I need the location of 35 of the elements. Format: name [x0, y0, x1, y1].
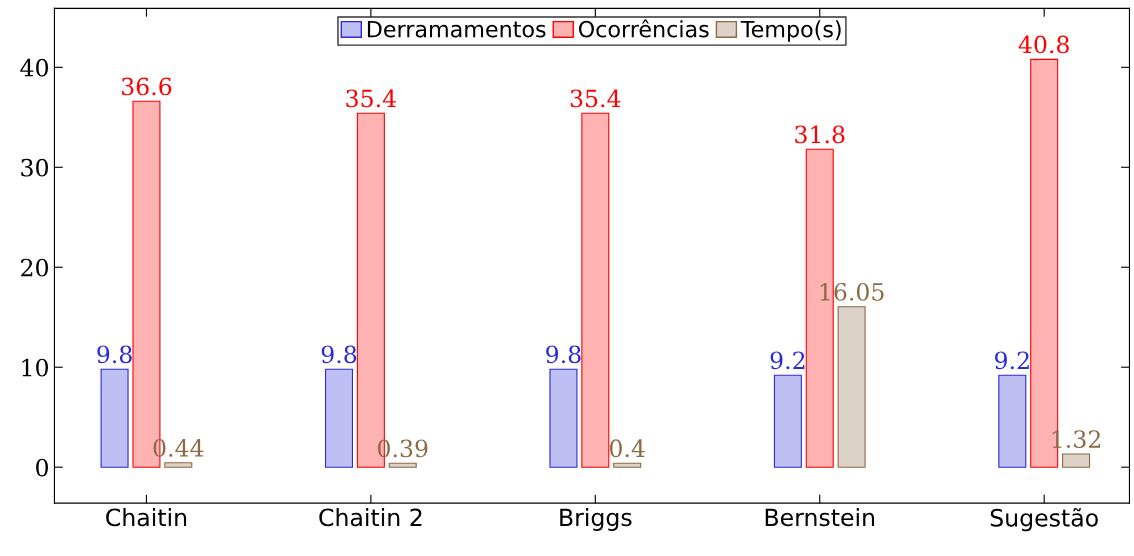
bar — [837, 306, 866, 468]
bar — [613, 462, 642, 468]
data-label: 9.2 — [770, 351, 805, 370]
bar — [388, 462, 417, 468]
data-label: 9.8 — [97, 345, 132, 364]
x-tick-label: Bernstein — [765, 508, 875, 527]
bar — [1062, 453, 1091, 468]
data-label: 36.6 — [121, 77, 172, 96]
bar — [998, 374, 1027, 468]
data-label: 0.4 — [609, 439, 645, 458]
data-label: 9.8 — [321, 345, 357, 364]
data-label: 31.8 — [795, 125, 845, 144]
legend-label: Tempo(s) — [740, 20, 841, 42]
data-label: 40.8 — [1018, 35, 1069, 54]
legend-label: Ocorrências — [578, 19, 709, 38]
data-label: 9.2 — [995, 351, 1029, 370]
y-tick-label: 40 — [20, 58, 48, 77]
x-tick-label: Briggs — [560, 508, 632, 531]
bar — [549, 368, 578, 468]
bar — [164, 462, 193, 468]
data-label: 35.4 — [570, 89, 621, 108]
data-label: 35.4 — [346, 89, 396, 108]
x-tick-label: Chaitin 2 — [319, 508, 422, 527]
x-tick-label: Sugestão — [990, 508, 1098, 532]
data-label: 9.8 — [546, 345, 581, 364]
bar — [773, 374, 802, 468]
y-tick-label: 20 — [21, 258, 48, 277]
legend-label: Derramamentos — [367, 20, 546, 38]
y-tick-label: 10 — [22, 358, 48, 377]
bar — [581, 112, 610, 468]
bar — [100, 368, 129, 468]
y-tick-label: 0 — [36, 458, 48, 477]
bar — [324, 368, 354, 468]
y-tick-label: 30 — [21, 158, 48, 177]
x-tick-label: Chaitin — [106, 508, 187, 527]
